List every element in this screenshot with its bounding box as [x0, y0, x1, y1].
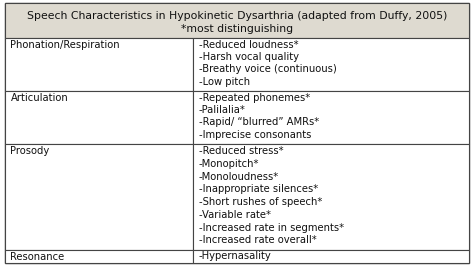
Text: Prosody: Prosody [10, 146, 50, 156]
Text: -Breathy voice (continuous): -Breathy voice (continuous) [199, 64, 337, 74]
Text: -Variable rate*: -Variable rate* [199, 210, 271, 220]
Text: -Reduced stress*: -Reduced stress* [199, 146, 283, 156]
Text: -Rapid/ “blurred” AMRs*: -Rapid/ “blurred” AMRs* [199, 117, 319, 127]
Text: -Short rushes of speech*: -Short rushes of speech* [199, 197, 322, 207]
Bar [5, 91, 193, 144]
Bar [193, 38, 469, 91]
Text: -Palilalia*: -Palilalia* [199, 105, 246, 115]
Text: Phonation/Respiration: Phonation/Respiration [10, 40, 120, 50]
Text: Resonance: Resonance [10, 252, 64, 262]
Text: -Monopitch*: -Monopitch* [199, 159, 259, 169]
Text: -Increased rate overall*: -Increased rate overall* [199, 235, 316, 246]
Text: -Increased rate in segments*: -Increased rate in segments* [199, 223, 344, 233]
Text: -Repeated phonemes*: -Repeated phonemes* [199, 93, 310, 103]
Text: -Hypernasality: -Hypernasality [199, 251, 271, 261]
Text: -Harsh vocal quality: -Harsh vocal quality [199, 52, 299, 62]
Bar [5, 38, 193, 91]
Bar [193, 250, 469, 263]
Text: -Imprecise consonants: -Imprecise consonants [199, 130, 311, 140]
Text: Articulation: Articulation [10, 93, 68, 103]
Text: -Inappropriate silences*: -Inappropriate silences* [199, 184, 318, 194]
Text: -Monoloudness*: -Monoloudness* [199, 172, 279, 182]
Bar [5, 144, 193, 250]
Text: *most distinguishing: *most distinguishing [181, 24, 293, 34]
Bar [193, 91, 469, 144]
Text: -Low pitch: -Low pitch [199, 77, 250, 87]
Bar [193, 144, 469, 250]
Text: -Reduced loudness*: -Reduced loudness* [199, 40, 298, 50]
Text: Speech Characteristics in Hypokinetic Dysarthria (adapted from Duffy, 2005): Speech Characteristics in Hypokinetic Dy… [27, 11, 447, 21]
Bar [5, 3, 469, 38]
Bar [5, 250, 193, 263]
